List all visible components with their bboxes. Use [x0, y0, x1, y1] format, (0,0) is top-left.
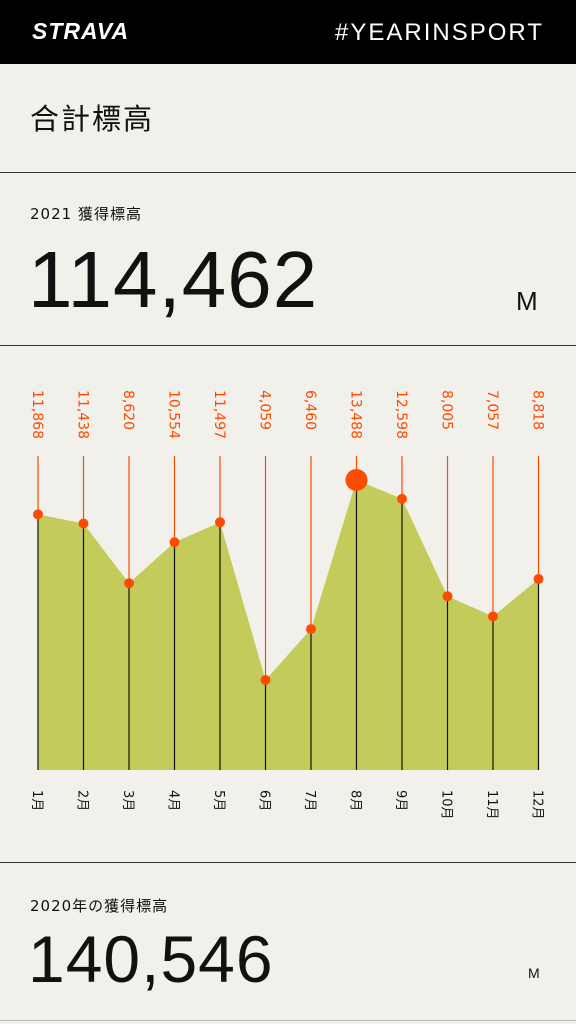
month-label: 6月	[257, 790, 272, 811]
elevation-area	[38, 480, 539, 770]
data-point	[488, 611, 498, 622]
month-label: 2月	[75, 790, 90, 811]
value-label: 11,868	[29, 390, 45, 439]
data-point	[215, 517, 225, 528]
month-label: 5月	[211, 790, 226, 811]
value-label: 8,620	[120, 390, 136, 430]
value-label: 12,598	[393, 390, 409, 439]
divider	[0, 345, 576, 346]
data-point	[33, 509, 43, 520]
value-label: 13,488	[348, 390, 364, 439]
month-label: 8月	[348, 790, 363, 811]
previous-year-label: 2020年の獲得標高	[30, 897, 169, 915]
value-label: 8,818	[530, 390, 546, 430]
data-point	[306, 624, 316, 635]
year-in-sport-hashtag: #YEARINSPORT	[335, 19, 544, 46]
month-label: 7月	[302, 790, 317, 811]
data-point	[169, 537, 180, 548]
divider	[0, 862, 576, 863]
month-label: 10月	[439, 790, 454, 820]
page-title: 合計標高	[30, 102, 155, 136]
value-label: 11,497	[211, 390, 227, 439]
month-label: 3月	[120, 790, 135, 811]
current-year-total: 114,462	[28, 235, 319, 324]
current-year-label: 2021 獲得標高	[30, 205, 142, 223]
previous-year-total: 140,546	[28, 922, 274, 996]
month-label: 12月	[530, 790, 545, 820]
previous-year-unit: M	[528, 965, 540, 981]
data-point	[397, 493, 407, 504]
strava-logo: STRAVA	[32, 18, 130, 44]
month-label: 4月	[166, 790, 181, 811]
data-point	[78, 518, 89, 529]
month-label: 9月	[393, 790, 408, 811]
data-point	[260, 675, 271, 685]
top-bar: STRAVA #YEARINSPORT	[0, 0, 576, 64]
monthly-elevation-chart: 11,868 1月 11,438 2月 8,620 3月 10,554 4月 11,497 5月 4…	[29, 390, 546, 820]
value-label: 6,460	[302, 390, 318, 430]
value-label: 7,057	[484, 390, 500, 430]
data-point	[533, 574, 544, 585]
value-label: 11,438	[75, 390, 91, 439]
divider	[0, 1020, 576, 1021]
current-year-unit: M	[516, 286, 538, 316]
value-label: 10,554	[166, 390, 182, 439]
data-point	[124, 578, 134, 589]
divider	[0, 172, 576, 173]
data-point	[345, 469, 368, 491]
value-label: 8,005	[439, 390, 455, 430]
month-label: 1月	[29, 790, 44, 811]
month-label: 11月	[484, 790, 499, 820]
data-point	[442, 591, 453, 602]
value-label: 4,059	[257, 390, 273, 430]
